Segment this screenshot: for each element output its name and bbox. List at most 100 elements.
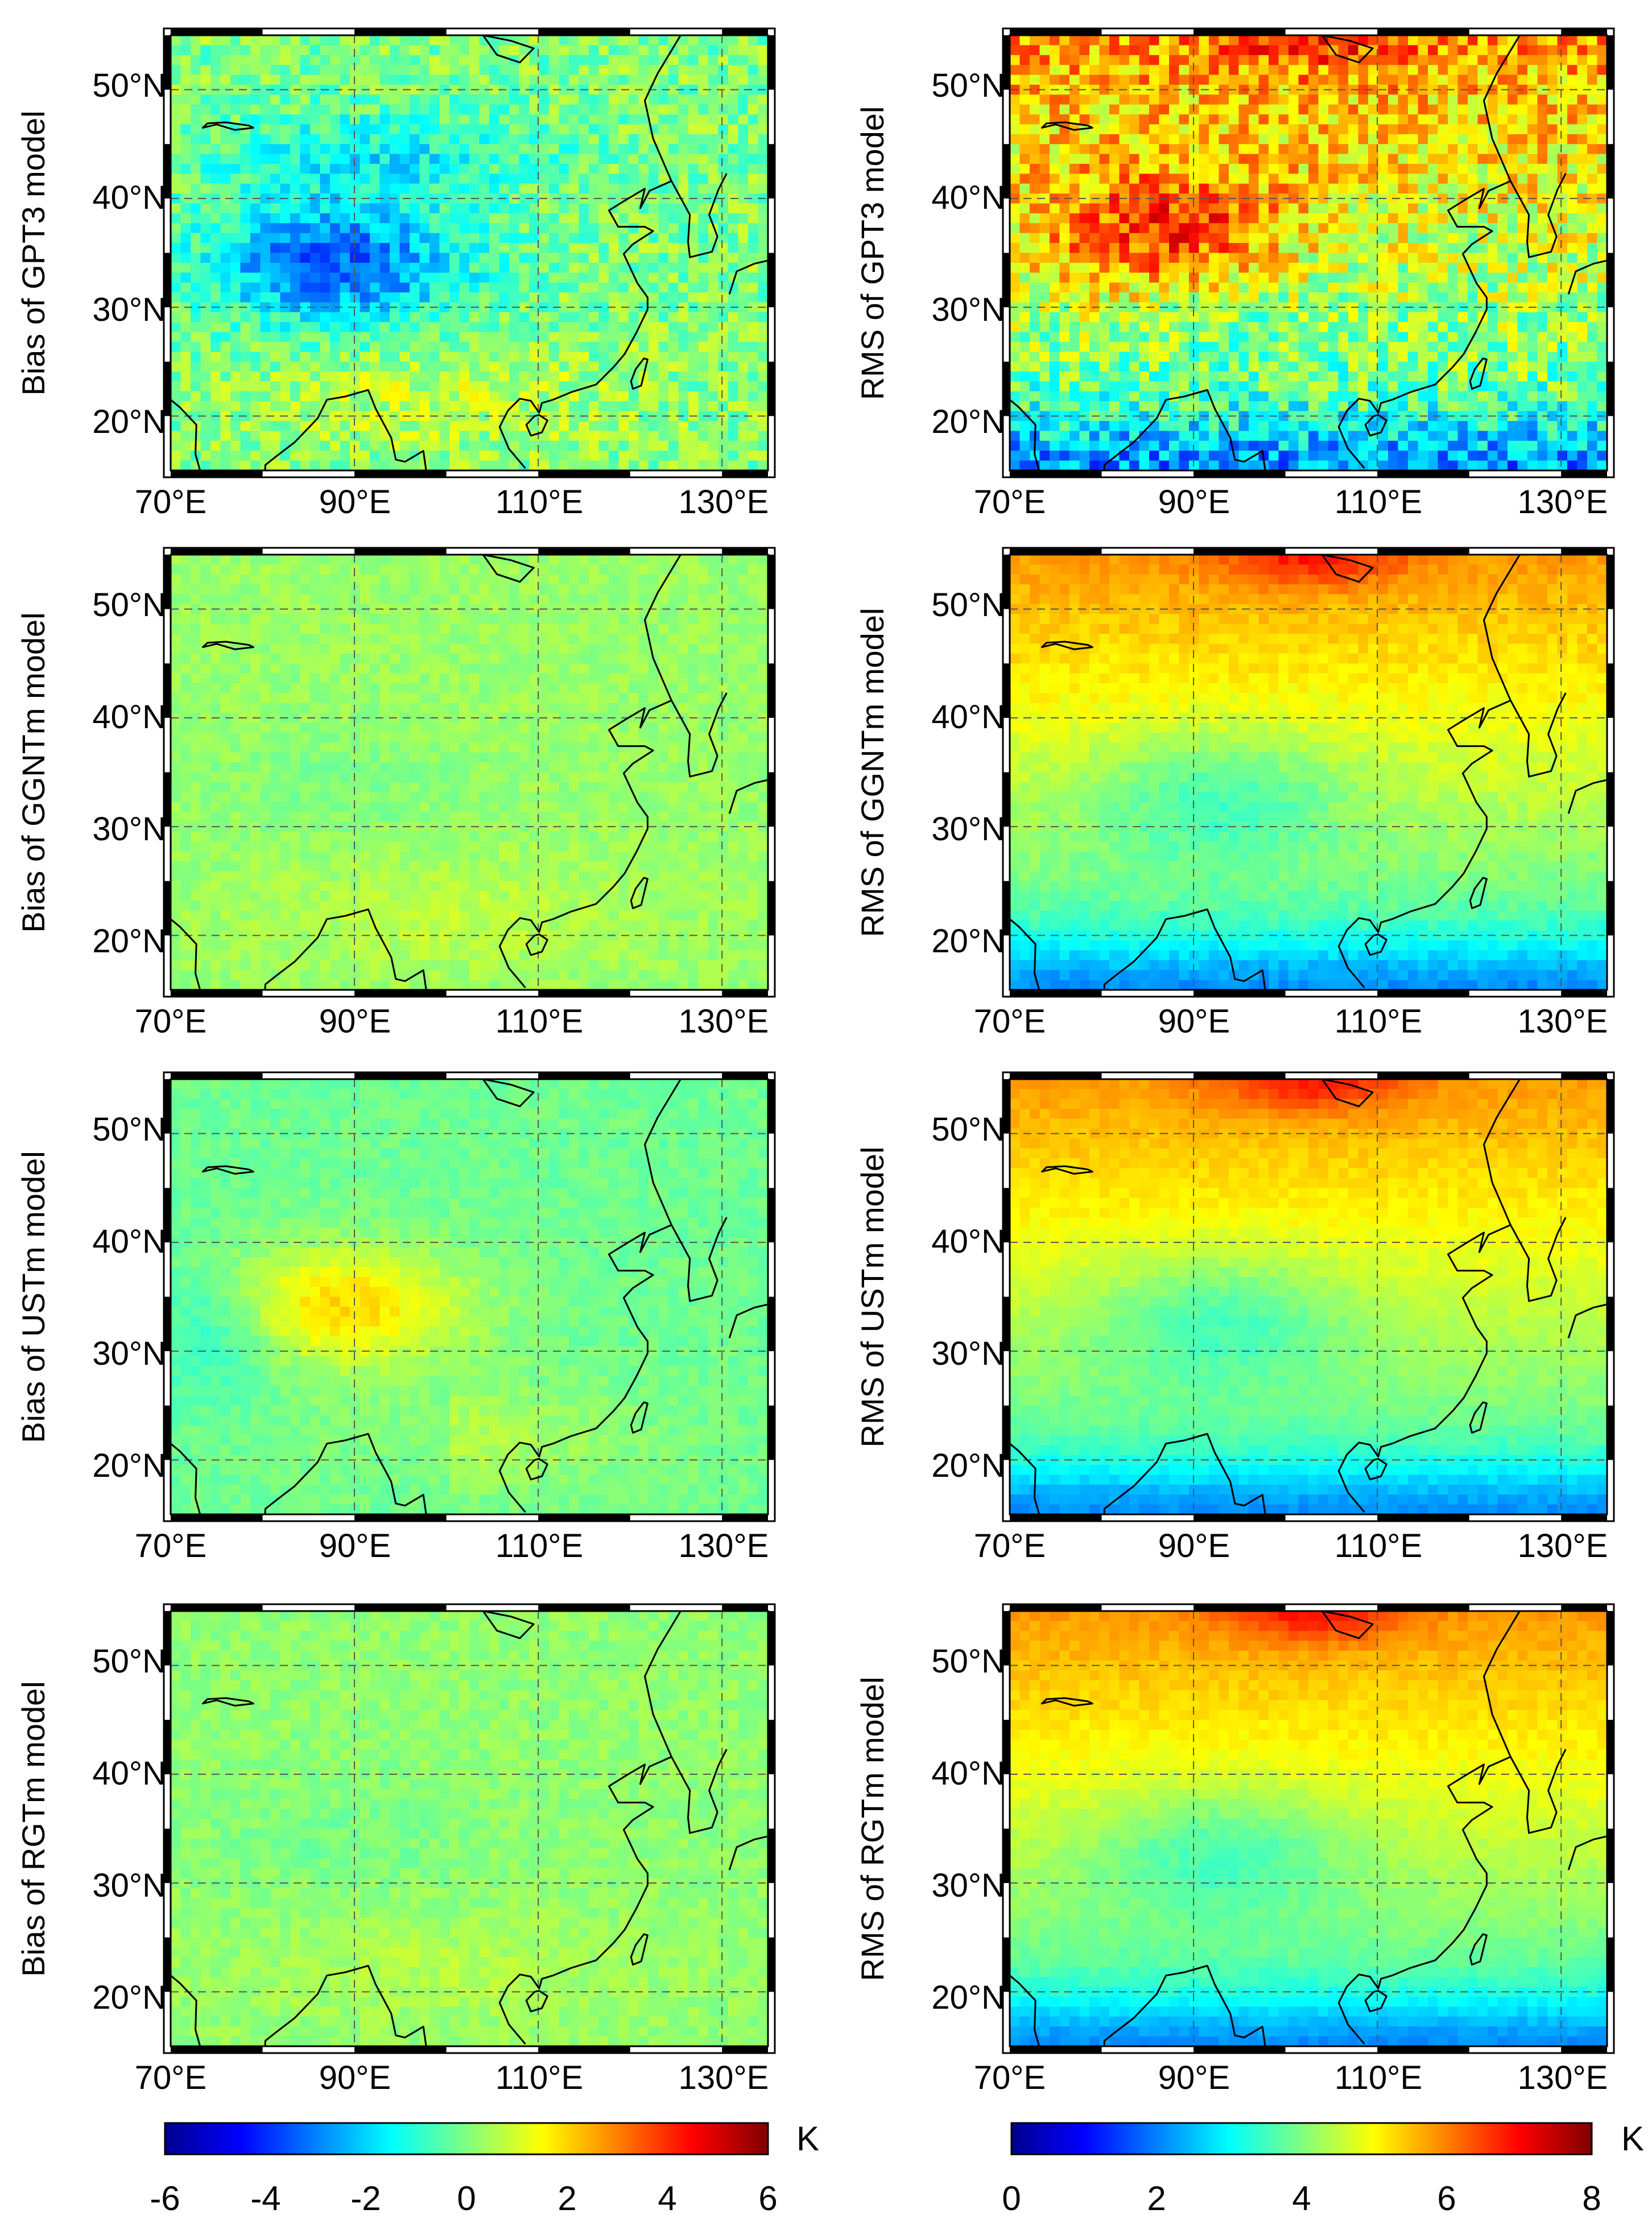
field-cell	[1358, 35, 1369, 46]
field-cell	[1378, 174, 1389, 184]
field-cell	[330, 233, 341, 243]
field-cell	[1398, 332, 1409, 342]
field-cell	[1378, 322, 1389, 333]
field-cell	[1149, 35, 1160, 46]
field-cell	[589, 45, 600, 56]
field-cell	[340, 421, 350, 432]
field-cell	[1547, 104, 1558, 115]
field-cell	[1129, 223, 1140, 234]
field-cell	[459, 440, 470, 451]
field-cell	[718, 203, 729, 214]
field-cell	[1179, 84, 1190, 95]
field-cell	[469, 352, 480, 362]
field-cell	[708, 421, 719, 432]
field-cell	[499, 144, 510, 155]
field-cell	[191, 391, 201, 402]
field-cell	[191, 213, 201, 224]
field-cell	[1368, 203, 1379, 214]
field-cell	[728, 35, 739, 46]
field-cell	[449, 84, 460, 95]
field-cell	[519, 352, 530, 362]
field-cell	[718, 35, 729, 46]
field-cell	[1219, 361, 1229, 372]
field-cell	[589, 431, 600, 441]
field-cell	[1050, 342, 1060, 352]
field-cell	[330, 352, 341, 362]
field-cell	[1438, 203, 1448, 214]
field-cell	[728, 401, 739, 412]
field-cell	[1488, 361, 1498, 372]
field-cell	[678, 361, 689, 372]
field-cell	[1278, 371, 1289, 382]
field-cell	[320, 203, 331, 214]
field-cell	[250, 421, 261, 432]
field-cell	[1368, 253, 1379, 263]
field-cell	[589, 421, 600, 432]
field-cell	[1209, 322, 1220, 333]
field-cell	[1398, 35, 1409, 46]
field-cell	[220, 381, 231, 392]
field-cell	[1567, 45, 1578, 56]
field-cell	[230, 440, 241, 451]
field-cell	[1269, 144, 1279, 155]
field-cell	[598, 164, 609, 174]
field-cell	[1059, 253, 1070, 263]
field-cell	[1288, 401, 1299, 412]
field-cell	[230, 243, 241, 254]
field-cell	[1269, 124, 1279, 135]
field-cell	[310, 332, 321, 342]
field-cell	[1019, 352, 1030, 362]
field-cell	[1358, 183, 1369, 194]
field-cell	[688, 104, 699, 115]
field-cell	[1069, 104, 1080, 115]
field-cell	[688, 352, 699, 362]
field-cell	[1597, 174, 1607, 184]
field-cell	[609, 233, 620, 243]
field-cell	[320, 75, 331, 85]
field-cell	[1219, 213, 1229, 224]
field-cell	[649, 174, 659, 184]
field-cell	[270, 411, 281, 422]
field-cell	[390, 381, 400, 392]
field-cell	[1039, 213, 1050, 224]
field-cell	[1269, 75, 1279, 85]
field-cell	[1398, 124, 1409, 135]
field-cell	[758, 332, 768, 342]
field-cell	[1030, 312, 1040, 323]
field-cell	[1448, 124, 1459, 135]
field-cell	[1179, 302, 1190, 313]
field-cell	[629, 460, 639, 470]
field-cell	[360, 391, 370, 402]
field-cell	[1129, 65, 1140, 76]
field-cell	[180, 114, 191, 125]
field-cell	[180, 183, 191, 194]
field-cell	[1517, 94, 1528, 105]
field-cell	[180, 124, 191, 135]
field-cell	[1050, 253, 1060, 263]
field-cell	[1527, 144, 1538, 155]
field-cell	[1388, 94, 1399, 105]
field-cell	[479, 411, 490, 422]
field-cell	[1348, 183, 1359, 194]
field-cell	[310, 233, 321, 243]
field-cell	[429, 312, 440, 323]
field-cell	[1527, 371, 1538, 382]
field-cell	[1019, 371, 1030, 382]
field-cell	[1209, 282, 1220, 293]
field-cell	[618, 332, 629, 342]
field-cell	[220, 440, 231, 451]
field-cell	[678, 94, 689, 105]
field-cell	[1508, 302, 1518, 313]
field-cell	[310, 322, 321, 333]
field-cell	[688, 421, 699, 432]
field-cell	[1019, 134, 1030, 144]
field-cell	[529, 302, 540, 313]
field-cell	[1249, 361, 1259, 372]
field-cell	[1079, 391, 1090, 402]
field-cell	[609, 75, 620, 85]
field-cell	[1030, 84, 1040, 95]
field-cell	[230, 84, 241, 95]
field-cell	[559, 411, 569, 422]
field-cell	[230, 144, 241, 155]
